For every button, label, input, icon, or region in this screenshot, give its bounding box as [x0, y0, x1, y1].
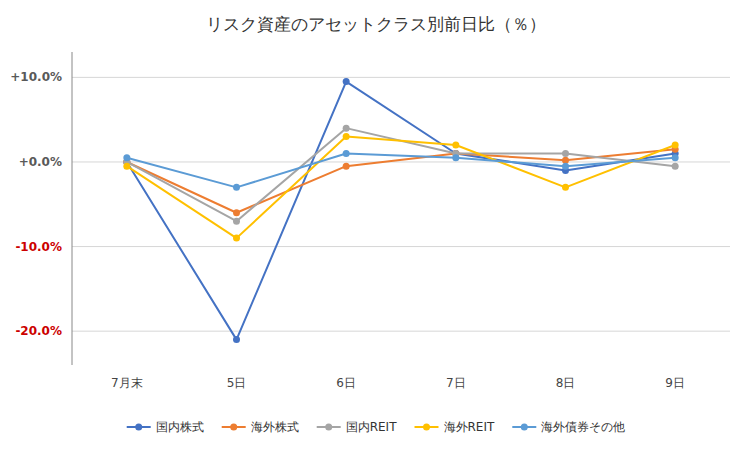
- series-marker: [452, 154, 459, 161]
- series-marker: [672, 154, 679, 161]
- y-tick-label: +10.0%: [10, 70, 62, 84]
- legend-item: 国内株式: [127, 420, 204, 434]
- y-tick-label: -20.0%: [15, 324, 62, 338]
- series-marker: [123, 154, 130, 161]
- legend-marker: [521, 424, 528, 431]
- series-marker: [452, 142, 459, 149]
- x-tick-label: 7日: [446, 376, 466, 390]
- x-tick-label: 6日: [336, 376, 356, 390]
- series-line: [127, 82, 675, 340]
- grid-line: [72, 246, 730, 247]
- grid-line: [72, 77, 730, 78]
- legend-label: 海外株式: [251, 420, 299, 434]
- series-marker: [123, 163, 130, 170]
- legend-item: 海外株式: [222, 420, 299, 434]
- legend-marker: [423, 424, 430, 431]
- legend-marker: [230, 424, 237, 431]
- x-tick-label: 8日: [556, 376, 576, 390]
- chart-container: リスク資産のアセットクラス別前日比（％） -20.0% -10.0% +0.0% +10…: [0, 0, 752, 451]
- legend-marker: [325, 424, 332, 431]
- series-marker: [672, 142, 679, 149]
- y-tick-label: -10.0%: [15, 240, 62, 254]
- series-line: [127, 137, 675, 239]
- legend-marker: [135, 424, 142, 431]
- series-marker: [233, 235, 240, 242]
- series-marker: [343, 133, 350, 140]
- series-marker: [343, 125, 350, 132]
- series-marker: [562, 184, 569, 191]
- series-marker: [562, 163, 569, 170]
- x-tick-label: 7月末: [111, 376, 143, 390]
- x-tick-label: 5日: [227, 376, 247, 390]
- legend-label: 国内REIT: [346, 420, 397, 434]
- legend-label: 国内株式: [156, 420, 204, 434]
- x-tick-label: 9日: [665, 376, 685, 390]
- legend-item: 海外債券その他: [512, 420, 625, 434]
- series-marker: [233, 184, 240, 191]
- legend-item: 海外REIT: [415, 420, 495, 434]
- series-marker: [343, 163, 350, 170]
- grid-line: [72, 331, 730, 332]
- grid: [72, 77, 730, 331]
- plot-area: [123, 78, 678, 343]
- legend-label: 海外REIT: [444, 420, 495, 434]
- series-marker: [343, 78, 350, 85]
- series-marker: [562, 150, 569, 157]
- series-marker: [233, 218, 240, 225]
- series-marker: [233, 336, 240, 343]
- series-marker: [343, 150, 350, 157]
- legend-item: 国内REIT: [317, 420, 397, 434]
- y-tick-label: +0.0%: [19, 155, 62, 169]
- chart-title: リスク資産のアセットクラス別前日比（％）: [206, 14, 546, 34]
- legend-label: 海外債券その他: [541, 420, 625, 434]
- series-line: [127, 149, 675, 212]
- legend: 国内株式 海外株式 国内REIT 海外REIT 海外債券その他: [127, 420, 626, 434]
- y-axis-line: [72, 52, 73, 365]
- series-marker: [233, 209, 240, 216]
- series-marker: [672, 163, 679, 170]
- series-line: [127, 128, 675, 221]
- chart-svg: リスク資産のアセットクラス別前日比（％） -20.0% -10.0% +0.0% +10…: [0, 0, 752, 451]
- series-line: [127, 154, 675, 188]
